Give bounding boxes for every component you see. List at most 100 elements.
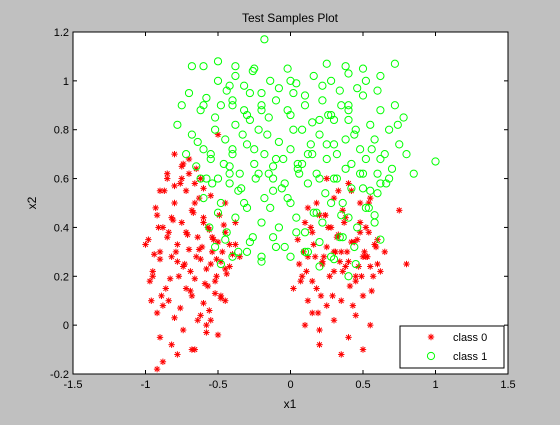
data-point bbox=[298, 159, 307, 169]
y-tick-label: 0.2 bbox=[54, 271, 69, 283]
data-point bbox=[312, 169, 321, 178]
data-point bbox=[399, 113, 408, 122]
data-point bbox=[171, 314, 178, 322]
data-point bbox=[300, 228, 310, 237]
data-point bbox=[352, 273, 359, 280]
data-point bbox=[217, 258, 225, 265]
chart-title: Test Samples Plot bbox=[242, 11, 339, 25]
data-point bbox=[165, 297, 172, 304]
data-point bbox=[266, 203, 275, 212]
data-point bbox=[248, 66, 257, 76]
data-point bbox=[269, 162, 278, 171]
data-point bbox=[356, 169, 365, 178]
data-point bbox=[180, 263, 187, 270]
data-point bbox=[205, 223, 214, 232]
data-point bbox=[345, 334, 352, 341]
data-point bbox=[321, 189, 330, 198]
data-point bbox=[223, 270, 230, 278]
data-point bbox=[236, 253, 243, 260]
data-point bbox=[347, 159, 356, 169]
data-point bbox=[207, 260, 214, 268]
data-point bbox=[317, 292, 325, 300]
data-point bbox=[324, 110, 333, 120]
data-point bbox=[396, 207, 403, 214]
data-point bbox=[188, 346, 196, 353]
data-point bbox=[312, 208, 321, 217]
data-point bbox=[142, 241, 149, 248]
data-point bbox=[152, 204, 159, 212]
data-point bbox=[347, 184, 356, 193]
data-point bbox=[344, 115, 353, 125]
data-point bbox=[340, 219, 348, 226]
data-point bbox=[263, 130, 272, 139]
data-point bbox=[315, 174, 324, 183]
data-point bbox=[316, 326, 323, 334]
data-point bbox=[242, 203, 252, 212]
data-point bbox=[342, 263, 349, 270]
data-point bbox=[211, 113, 220, 122]
data-point bbox=[300, 247, 310, 256]
data-point bbox=[274, 223, 283, 232]
y-tick-label: 0.6 bbox=[54, 174, 69, 186]
data-point bbox=[225, 81, 234, 90]
data-point bbox=[174, 351, 181, 358]
data-point bbox=[213, 76, 223, 85]
data-point bbox=[219, 248, 226, 256]
data-point bbox=[353, 223, 362, 232]
data-point bbox=[315, 130, 324, 139]
data-point bbox=[373, 86, 382, 95]
data-point bbox=[216, 198, 225, 208]
data-point bbox=[250, 145, 259, 154]
legend-label-class-0: class 0 bbox=[453, 332, 487, 344]
data-point bbox=[226, 263, 233, 270]
data-point bbox=[269, 186, 278, 195]
data-point bbox=[214, 331, 222, 339]
data-point bbox=[190, 209, 197, 216]
data-point bbox=[358, 273, 365, 280]
data-point bbox=[323, 243, 330, 251]
data-point bbox=[351, 259, 360, 269]
data-point bbox=[231, 62, 240, 71]
data-point bbox=[376, 179, 385, 188]
legend-marker-class-1 bbox=[426, 351, 436, 361]
data-point bbox=[348, 187, 355, 194]
data-point bbox=[174, 258, 181, 265]
data-point bbox=[368, 287, 375, 295]
data-point bbox=[390, 101, 399, 110]
data-point bbox=[356, 199, 364, 207]
y-ticks: -0.2 0 0.2 0.4 0.6 0.8 1 1.2 bbox=[50, 27, 508, 381]
y-tick-label: 1.2 bbox=[54, 27, 69, 39]
data-point bbox=[193, 165, 200, 172]
data-point bbox=[315, 237, 324, 247]
data-point bbox=[335, 233, 344, 242]
x-ticks: -1.5 -1 -0.5 0 0.5 1 1.5 bbox=[64, 32, 516, 391]
data-point bbox=[277, 184, 286, 193]
data-point bbox=[290, 285, 297, 292]
data-point bbox=[187, 62, 196, 71]
data-point bbox=[203, 321, 210, 329]
data-point bbox=[362, 253, 370, 260]
data-point bbox=[309, 229, 316, 236]
data-point bbox=[231, 71, 240, 81]
data-point bbox=[304, 204, 312, 212]
data-point bbox=[341, 135, 350, 144]
data-point bbox=[376, 106, 385, 115]
data-point bbox=[359, 346, 367, 353]
data-point bbox=[192, 162, 201, 171]
data-point bbox=[184, 88, 194, 98]
data-point bbox=[216, 259, 225, 269]
data-point bbox=[376, 154, 385, 164]
data-point bbox=[338, 198, 347, 208]
data-point bbox=[213, 174, 223, 183]
data-point bbox=[376, 71, 385, 81]
data-point bbox=[195, 194, 203, 202]
data-point bbox=[274, 84, 283, 93]
data-point bbox=[242, 140, 252, 149]
data-point bbox=[370, 211, 379, 220]
data-point bbox=[220, 221, 227, 229]
data-point bbox=[369, 273, 377, 280]
data-point bbox=[165, 229, 172, 236]
data-point bbox=[286, 110, 295, 120]
